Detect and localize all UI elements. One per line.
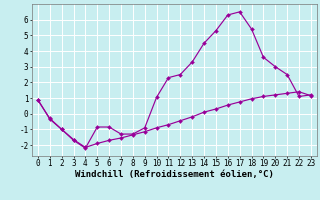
X-axis label: Windchill (Refroidissement éolien,°C): Windchill (Refroidissement éolien,°C) <box>75 170 274 179</box>
